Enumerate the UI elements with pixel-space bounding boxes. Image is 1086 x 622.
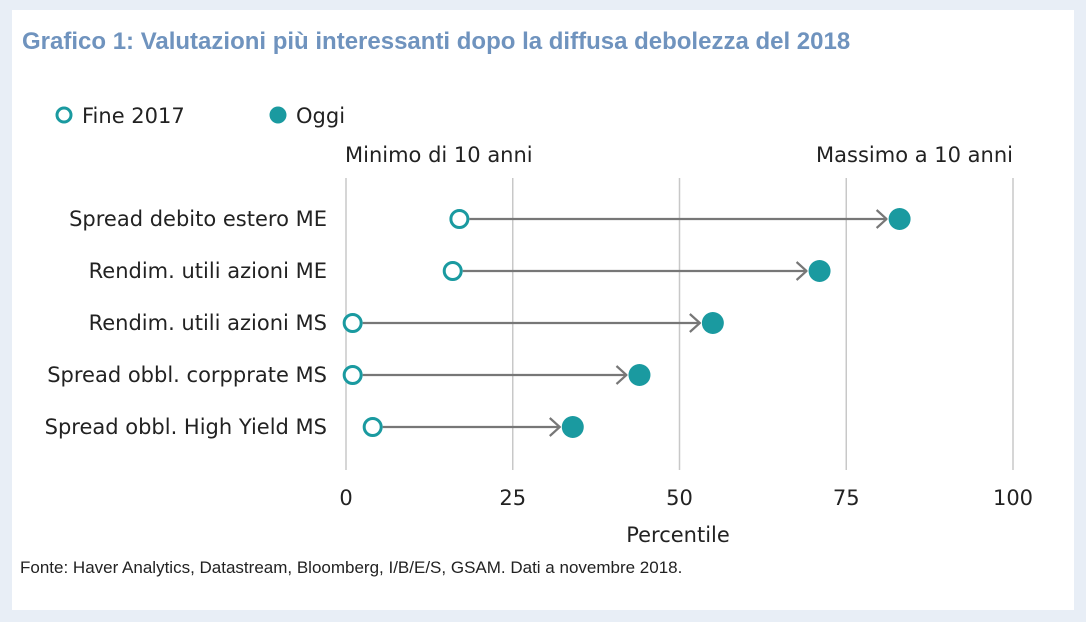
source-note: Fonte: Haver Analytics, Datastream, Bloo… bbox=[20, 558, 683, 577]
chart-panel bbox=[12, 10, 1074, 610]
legend: Fine 2017 Oggi bbox=[55, 104, 345, 128]
category-label-3: Rendim. utili azioni MS bbox=[89, 311, 327, 335]
x-tick-label-0: 0 bbox=[339, 486, 352, 510]
change-arrows bbox=[362, 219, 887, 427]
point-oggi-3 bbox=[701, 312, 724, 334]
data-points bbox=[342, 208, 911, 438]
point-fine-2017-4 bbox=[342, 365, 363, 385]
point-fine-2017-1 bbox=[449, 209, 470, 229]
legend-marker-open-icon bbox=[55, 106, 73, 124]
x-tick-label-100: 100 bbox=[993, 486, 1033, 510]
x-tick-label-50: 50 bbox=[666, 486, 693, 510]
x-axis-label: Percentile bbox=[626, 523, 730, 547]
point-oggi-2 bbox=[808, 260, 831, 282]
page-title: Grafico 1: Valutazioni più interessanti … bbox=[22, 28, 851, 55]
point-oggi-1 bbox=[888, 208, 911, 230]
min-annotation: Minimo di 10 anni bbox=[345, 143, 533, 167]
max-annotation: Massimo a 10 anni bbox=[816, 143, 1013, 167]
legend-marker-filled-icon bbox=[269, 106, 287, 124]
point-oggi-4 bbox=[628, 364, 651, 386]
category-label-4: Spread obbl. corpprate MS bbox=[47, 363, 327, 387]
x-tick-label-75: 75 bbox=[833, 486, 860, 510]
point-fine-2017-2 bbox=[442, 261, 463, 281]
x-axis-ticks: 0 25 50 75 100 bbox=[339, 486, 1033, 510]
point-oggi-5 bbox=[561, 416, 584, 438]
category-labels: Spread debito estero ME Rendim. utili azi… bbox=[45, 207, 327, 439]
category-label-5: Spread obbl. High Yield MS bbox=[45, 415, 327, 439]
legend-label-fine-2017: Fine 2017 bbox=[82, 104, 185, 128]
point-fine-2017-3 bbox=[342, 313, 363, 333]
category-label-2: Rendim. utili azioni ME bbox=[89, 259, 327, 283]
category-label-1: Spread debito estero ME bbox=[69, 207, 327, 231]
legend-label-oggi: Oggi bbox=[296, 104, 345, 128]
x-tick-label-25: 25 bbox=[499, 486, 526, 510]
point-fine-2017-5 bbox=[362, 417, 383, 437]
